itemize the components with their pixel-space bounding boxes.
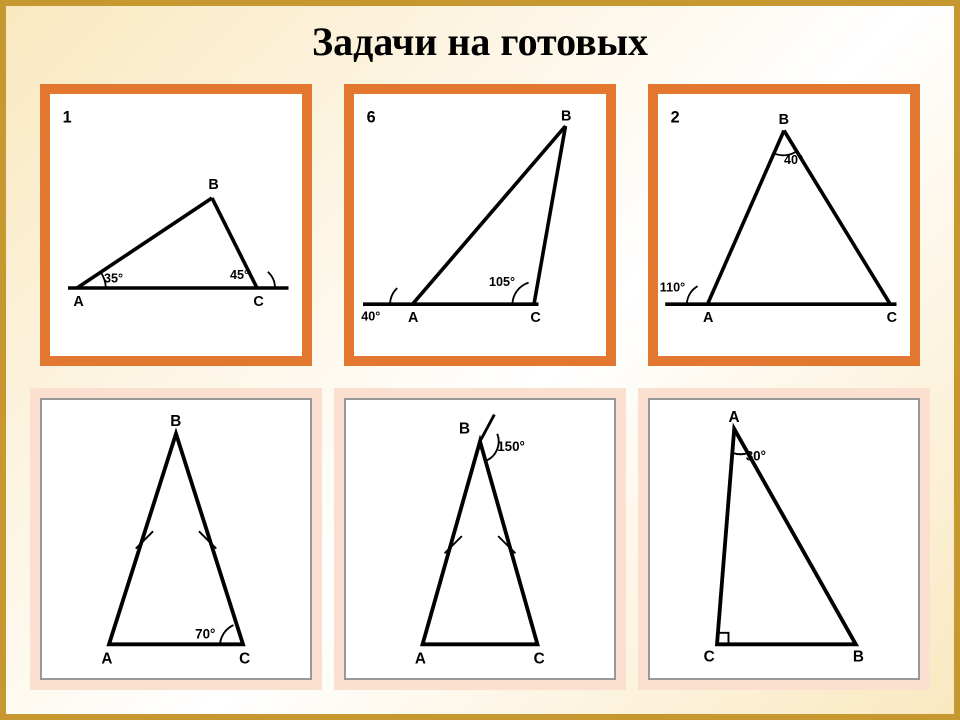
ext-b bbox=[480, 415, 494, 442]
panel-6-frame: 6 B A C 40° 105° bbox=[344, 84, 616, 366]
label-a: A bbox=[728, 409, 739, 426]
label-a: A bbox=[408, 310, 419, 326]
angle-cext: 45° bbox=[230, 268, 249, 282]
panel-1-frame: 1 A B C 35° 45° bbox=[40, 84, 312, 366]
triangle bbox=[717, 429, 856, 644]
panel-1-svg: 1 A B C 35° 45° bbox=[50, 94, 302, 356]
panel-2-frame: 2 B A C 40° 110° bbox=[648, 84, 920, 366]
panel-6-svg: 6 B A C 40° 105° bbox=[354, 94, 606, 356]
angle-aext-arc bbox=[390, 288, 397, 304]
page-title: Задачи на готовых bbox=[6, 18, 954, 65]
panel-4-svg: A B C 150° bbox=[346, 400, 614, 678]
label-c: C bbox=[887, 310, 897, 326]
angle-a: 30° bbox=[746, 449, 766, 464]
triangle bbox=[109, 434, 243, 645]
label-c: C bbox=[704, 649, 715, 666]
panel-3-svg: A B C 70° bbox=[42, 400, 310, 678]
side-ab bbox=[77, 198, 212, 288]
panel-number: 1 bbox=[63, 108, 72, 126]
label-b: B bbox=[459, 421, 470, 438]
panel-5: A C B 30° bbox=[638, 388, 930, 690]
label-b: B bbox=[170, 413, 181, 430]
label-b: B bbox=[561, 109, 571, 125]
panel-3-frame: A B C 70° bbox=[40, 398, 312, 680]
panel-5-frame: A C B 30° bbox=[648, 398, 920, 680]
angle-c: 105° bbox=[489, 275, 515, 289]
label-c: C bbox=[253, 294, 263, 310]
label-a: A bbox=[101, 650, 112, 667]
panel-5-svg: A C B 30° bbox=[650, 400, 918, 678]
panel-2: 2 B A C 40° 110° bbox=[638, 74, 930, 376]
label-a: A bbox=[703, 310, 714, 326]
panel-grid: 1 A B C 35° 45° bbox=[30, 74, 930, 690]
side-cb bbox=[534, 126, 566, 304]
label-c: C bbox=[534, 650, 545, 667]
label-b: B bbox=[208, 177, 218, 193]
angle-a: 35° bbox=[104, 272, 123, 286]
label-a: A bbox=[73, 294, 84, 310]
panel-6: 6 B A C 40° 105° bbox=[334, 74, 626, 376]
angle-c-arc bbox=[220, 625, 233, 644]
triangle bbox=[423, 441, 538, 644]
angle-aext: 40° bbox=[361, 309, 380, 323]
panel-2-svg: 2 B A C 40° 110° bbox=[658, 94, 910, 356]
panel-1: 1 A B C 35° 45° bbox=[30, 74, 322, 376]
angle-aext-arc bbox=[687, 286, 698, 304]
side-ab bbox=[708, 131, 785, 305]
angle-b: 40° bbox=[784, 153, 803, 167]
angle-cext-arc bbox=[268, 272, 275, 288]
panel-3: A B C 70° bbox=[30, 388, 322, 690]
panel-number: 2 bbox=[671, 108, 680, 126]
label-c: C bbox=[530, 310, 540, 326]
panel-4-frame: A B C 150° bbox=[344, 398, 616, 680]
angle-aext: 110° bbox=[660, 281, 685, 295]
label-c: C bbox=[239, 650, 250, 667]
panel-4: A B C 150° bbox=[334, 388, 626, 690]
angle-c: 70° bbox=[195, 627, 215, 642]
angle-bext: 150° bbox=[497, 439, 525, 454]
page-root: Задачи на готовых 1 A B bbox=[0, 0, 960, 720]
label-a: A bbox=[415, 650, 426, 667]
label-b: B bbox=[853, 649, 864, 666]
panel-number: 6 bbox=[367, 108, 376, 126]
label-b: B bbox=[779, 112, 789, 128]
